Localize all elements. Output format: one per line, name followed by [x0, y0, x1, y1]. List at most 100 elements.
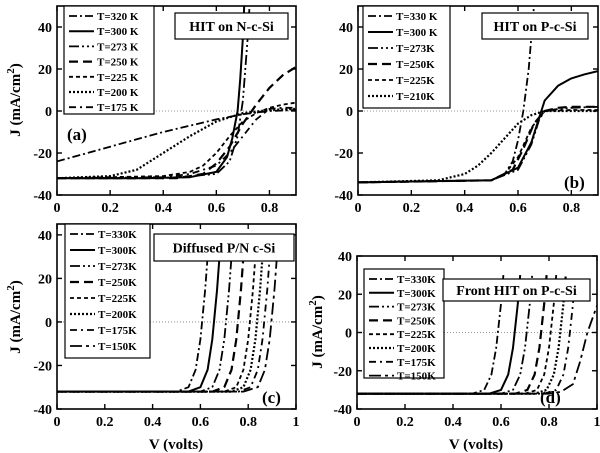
legend-label: T=150K — [397, 371, 436, 383]
chart-panel: 0 0.2 0.4 0.6 0.8 1 -40 -20 0 20 40 T=330K T=300K T=2… — [307, 250, 600, 453]
x-tick-label: 0 — [355, 201, 362, 216]
y-tick-label: 40 — [38, 229, 52, 244]
x-tick-label: 0.2 — [96, 415, 114, 430]
x-tick-label: 0.2 — [403, 201, 421, 216]
y-axis-label: J (mA/cm2) — [5, 280, 24, 353]
x-axis-label: V (volts) — [149, 437, 203, 453]
legend-label: T=273K — [397, 302, 436, 314]
series-line — [57, 109, 296, 163]
x-tick-label: 0.8 — [239, 415, 257, 430]
y-tick-label: 40 — [38, 21, 52, 36]
title-box — [174, 12, 289, 40]
y-tick-label: 20 — [339, 63, 353, 78]
legend-box — [64, 223, 151, 359]
series-line — [57, 256, 271, 393]
chart-title: HIT on N-c-Si — [189, 20, 274, 35]
series-line — [57, 256, 257, 393]
legend-label: T=200 K — [97, 87, 139, 99]
plot-frame — [357, 5, 599, 196]
y-tick-label: -40 — [33, 189, 52, 204]
series-line — [358, 105, 598, 184]
legend-box — [63, 5, 155, 115]
panel-label: (c) — [262, 388, 281, 407]
x-tick-label: 0.4 — [444, 415, 462, 430]
y-tick-label: 40 — [338, 250, 352, 265]
legend-label: T=200K — [397, 343, 436, 355]
x-tick-label: 0.4 — [144, 415, 162, 430]
y-axis-label: J (mA/cm2) — [5, 63, 24, 136]
legend-label: T=150K — [98, 341, 137, 353]
x-tick-label: 0.6 — [208, 201, 226, 216]
series-line — [358, 105, 598, 184]
legend-box — [363, 268, 445, 379]
chart-panel: 0 0.2 0.4 0.6 0.8 -40 -20 0 20 40 T=320 K T=300 K T=… — [5, 5, 297, 216]
legend-label: T=210K — [396, 91, 435, 103]
legend-label: T=175 K — [97, 102, 139, 114]
legend-label: T=175K — [98, 325, 137, 337]
legend-label: T=330K — [397, 274, 436, 286]
x-tick-label: 0.8 — [563, 201, 581, 216]
x-tick-label: 0 — [54, 415, 61, 430]
x-tick-label: 0 — [354, 415, 361, 430]
series-line — [57, 65, 296, 180]
x-tick-label: 0.4 — [154, 201, 172, 216]
series-line — [358, 109, 598, 184]
legend-label: T=300 K — [396, 27, 438, 39]
chart-panel: 0 0.2 0.4 0.6 0.8 1 -40 -20 0 20 40 T=330K T=300K T=2… — [5, 223, 300, 453]
y-tick-label: 0 — [45, 105, 52, 120]
series-line — [57, 256, 278, 393]
y-tick-label: -40 — [33, 403, 52, 418]
y-tick-label: -20 — [333, 365, 352, 380]
legend-label: T=225K — [98, 293, 137, 305]
x-tick-label: 0 — [54, 201, 61, 216]
series-line — [358, 6, 535, 184]
legend-label: T=250K — [397, 315, 436, 327]
x-tick-label: 0.6 — [492, 415, 510, 430]
chart-title: Front HIT on P-c-Si — [456, 284, 577, 299]
y-tick-label: 0 — [45, 316, 52, 331]
title-box — [442, 278, 591, 302]
series-line — [357, 305, 597, 395]
legend-label: T=320 K — [97, 11, 139, 23]
y-tick-label: -20 — [334, 147, 353, 162]
chart-title: HIT on P-c-Si — [494, 20, 577, 35]
x-tick-label: 0.6 — [192, 415, 210, 430]
plot-frame — [56, 5, 297, 196]
x-tick-label: 0.2 — [101, 201, 119, 216]
x-tick-label: 0.6 — [509, 201, 527, 216]
series-line — [358, 109, 598, 184]
y-tick-label: -20 — [33, 359, 52, 374]
y-tick-label: -40 — [334, 189, 353, 204]
series-group — [57, 6, 296, 180]
y-tick-label: 20 — [338, 288, 352, 303]
legend-label: T=200K — [98, 309, 137, 321]
series-group — [357, 275, 597, 395]
legend-label: T=330 K — [396, 11, 438, 23]
x-tick-label: 0.8 — [261, 201, 279, 216]
legend-label: T=225K — [396, 75, 435, 87]
legend-label: T=225 K — [97, 72, 139, 84]
series-group — [358, 6, 598, 184]
y-tick-label: 0 — [346, 105, 353, 120]
x-tick-label: 0.2 — [396, 415, 414, 430]
y-axis-label: J (mA/cm2) — [307, 295, 326, 368]
title-box — [153, 233, 295, 262]
x-tick-label: 0.4 — [456, 201, 474, 216]
series-line — [57, 107, 296, 180]
y-tick-label: 40 — [339, 21, 353, 36]
series-group — [57, 256, 278, 393]
y-tick-label: 20 — [38, 272, 52, 287]
legend-label: T=250K — [396, 59, 435, 71]
series-line — [57, 106, 296, 180]
panel-label: (d) — [540, 388, 561, 407]
x-axis-label: V (volts) — [449, 437, 503, 453]
legend-label: T=250 K — [97, 57, 139, 69]
chart-title: Diffused P/N c-Si — [173, 242, 276, 257]
legend-label: T=273 K — [97, 41, 139, 53]
legend-label: T=300K — [397, 288, 436, 300]
x-tick-label: 1 — [594, 415, 600, 430]
plot-frame — [56, 223, 297, 410]
legend-label: T=225K — [397, 329, 436, 341]
panel-label: (a) — [67, 125, 87, 144]
